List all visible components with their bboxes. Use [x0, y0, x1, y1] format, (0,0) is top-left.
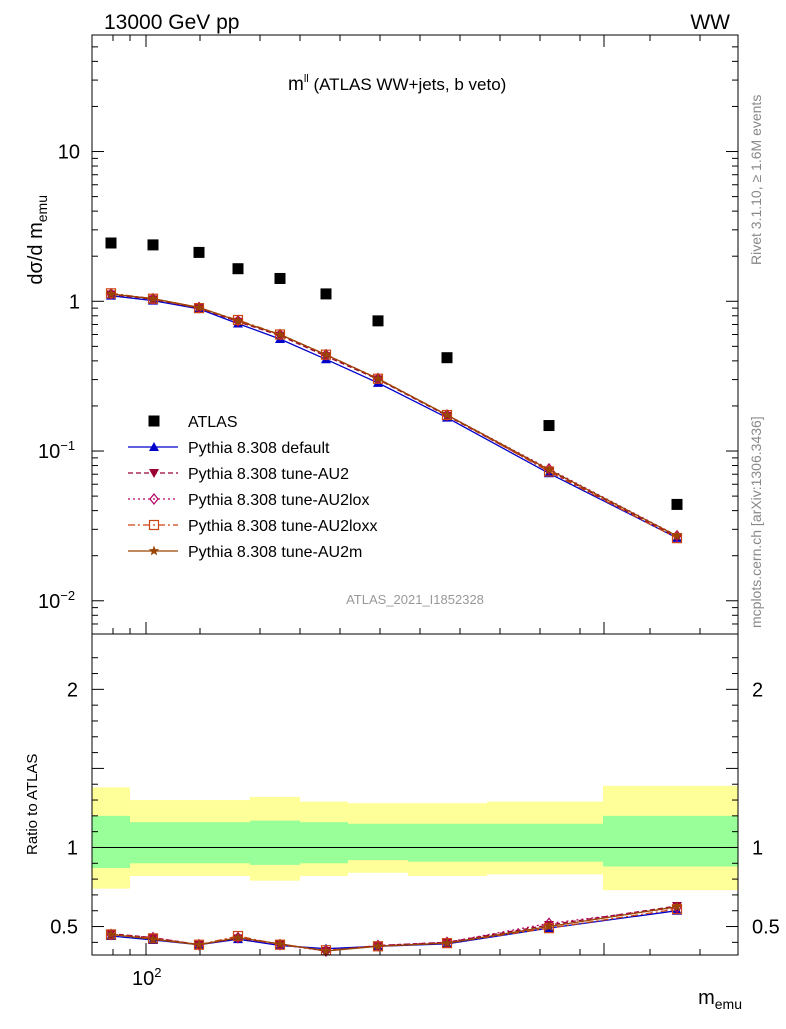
analysis-id: ATLAS_2021_I1852328: [346, 592, 484, 607]
legend: ATLAS Pythia 8.308 default Pythia 8.308 tu…: [128, 414, 377, 561]
data-point: [274, 329, 286, 339]
ratio-series-line: [110, 906, 678, 952]
main-ylabel-sub: emu: [34, 195, 50, 222]
data-point: [149, 493, 159, 505]
data-point: [193, 301, 205, 312]
main-ylabel: dσ/d memu: [25, 195, 50, 285]
series-0: [105, 237, 683, 510]
band-green: [408, 823, 487, 862]
data-point: [148, 519, 160, 531]
ratio-y-tick-label-right: 1: [752, 837, 763, 859]
y-tick-label: 10: [58, 142, 80, 164]
header-left: 13000 GeV pp: [104, 11, 239, 34]
ratio-y-tick-label-right: 2: [752, 679, 763, 701]
data-point: [543, 921, 555, 931]
data-point: [320, 288, 332, 300]
y-tick-label: 10−2: [38, 588, 75, 613]
band-green: [300, 822, 348, 864]
band-green: [200, 822, 250, 864]
ratio-series: [105, 901, 683, 958]
legend-label: Pythia 8.308 tune-AU2loxx: [188, 518, 377, 535]
frames: [91, 34, 739, 956]
data-point: [193, 939, 205, 950]
data-point: [441, 409, 453, 420]
data-point: [105, 288, 117, 299]
data-point: [441, 937, 453, 948]
ratio-y-tick-label-right: 0.5: [752, 917, 780, 939]
data-point: [148, 545, 160, 556]
ratio-series-2: [106, 901, 682, 958]
data-point: [320, 349, 332, 360]
mcplots-label: mcplots.cern.ch [arXiv:1306.3436]: [748, 416, 764, 628]
data-point: [105, 928, 117, 939]
data-point: [105, 237, 117, 249]
series-5: [105, 288, 683, 541]
legend-label: Pythia 8.308 tune-AU2m: [188, 544, 362, 561]
main-series: [105, 237, 683, 544]
rivet-label: Rivet 3.1.10, ≥ 1.6M events: [748, 95, 764, 265]
ratio-series-3: [105, 904, 683, 956]
data-point: [671, 498, 683, 510]
x-tick-label: 102: [132, 965, 161, 990]
band-green: [250, 820, 300, 865]
data-point: [232, 315, 244, 326]
band-green: [92, 815, 130, 869]
series-line: [110, 293, 678, 537]
data-point: [232, 263, 244, 275]
band-green: [130, 822, 200, 864]
series-line: [110, 295, 678, 539]
data-point: [149, 469, 159, 478]
data-point: [147, 293, 159, 304]
data-point: [543, 420, 555, 432]
band-green: [487, 823, 603, 862]
ratio-bands: [92, 785, 738, 891]
plot-title: mll (ATLAS WW+jets, b veto): [288, 73, 506, 95]
legend-entry: Pythia 8.308 tune-AU2lox: [128, 492, 369, 509]
data-point: [232, 932, 244, 943]
ratio-series-1: [106, 901, 682, 957]
data-point: [148, 415, 160, 427]
legend-label: ATLAS: [188, 414, 238, 431]
band-green: [348, 823, 408, 861]
ratio-ylabel: Ratio to ATLAS: [24, 754, 41, 855]
data-point: [147, 933, 159, 944]
data-point: [147, 239, 159, 251]
y-tick-label: 1: [69, 291, 80, 313]
legend-label: Pythia 8.308 default: [188, 440, 330, 457]
ratio-y-tick-label: 1: [67, 837, 78, 859]
header-right: WW: [690, 11, 730, 34]
legend-label: Pythia 8.308 tune-AU2: [188, 466, 349, 483]
ratio-series-4: [105, 901, 683, 956]
legend-label: Pythia 8.308 tune-AU2lox: [188, 492, 369, 509]
ratio-y-tick-label: 2: [67, 679, 78, 701]
data-point: [274, 272, 286, 284]
data-point: [671, 530, 683, 541]
legend-entry: Pythia 8.308 tune-AU2m: [128, 544, 362, 561]
data-point: [543, 464, 555, 475]
x-axis-label: memu: [698, 987, 742, 1012]
main-axis-ticks: 10 1 10−1 10−2 102: [38, 34, 739, 990]
data-point: [149, 442, 159, 451]
data-point: [193, 246, 205, 258]
data-point: [441, 352, 453, 364]
ratio-frame: [91, 633, 739, 956]
legend-entry: Pythia 8.308 tune-AU2loxx: [128, 518, 377, 535]
data-point: [372, 940, 384, 951]
band-green: [603, 815, 738, 867]
y-tick-label: 10−1: [38, 438, 75, 463]
legend-entry: ATLAS: [148, 414, 238, 431]
ratio-y-tick-label: 0.5: [50, 917, 78, 939]
data-point: [372, 373, 384, 384]
ratio-axis-ticks: 2 2 1 1 0.5 0.5: [50, 657, 780, 943]
legend-entry: Pythia 8.308 default: [128, 440, 330, 457]
data-point: [274, 938, 286, 949]
data-point: [372, 315, 384, 327]
data-point: [320, 945, 332, 956]
data-point: [671, 901, 683, 912]
legend-entry: Pythia 8.308 tune-AU2: [128, 466, 349, 483]
